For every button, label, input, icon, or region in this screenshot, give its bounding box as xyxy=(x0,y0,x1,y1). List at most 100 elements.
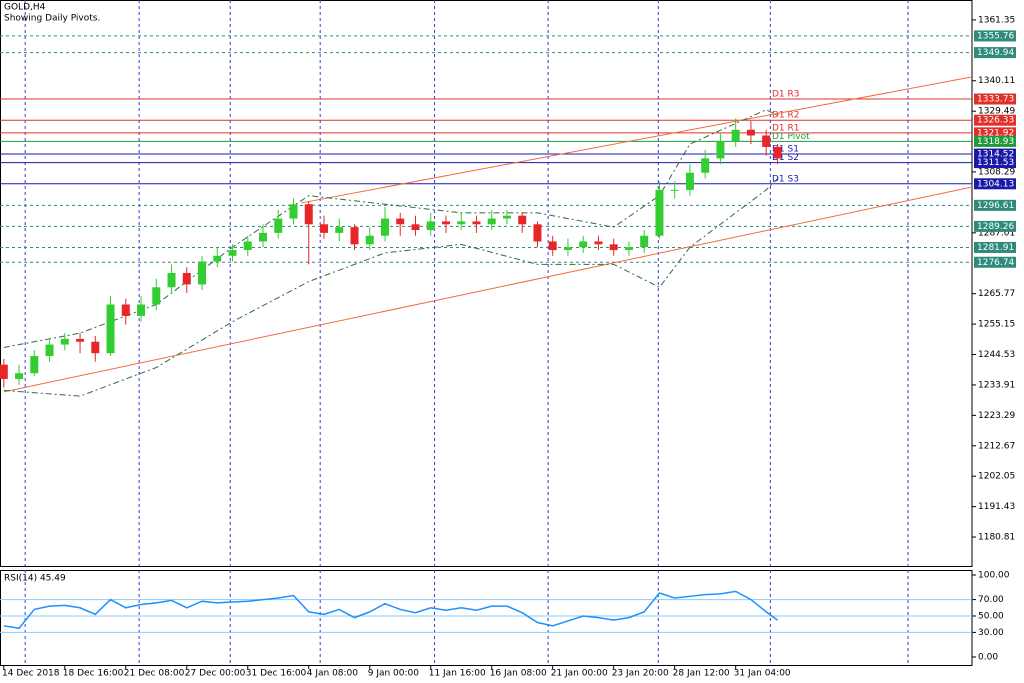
pivot-label: D1 R1 xyxy=(772,123,800,133)
candle-body xyxy=(426,221,435,231)
candle-body xyxy=(365,235,374,245)
candle-body xyxy=(396,218,405,225)
candle-body xyxy=(762,135,771,147)
level-label: 1281.91 xyxy=(977,243,1014,253)
candle-body xyxy=(380,218,389,236)
candle-body xyxy=(548,241,557,251)
candle-body xyxy=(335,227,344,233)
candle-body xyxy=(472,221,481,225)
level-box xyxy=(974,178,1016,190)
y-tick-label: 1287.01 xyxy=(978,228,1015,238)
level-box xyxy=(974,30,1016,42)
level-label: 1276.74 xyxy=(977,258,1014,268)
x-tick-label: 27 Dec 00:00 xyxy=(185,669,246,679)
y-tick-label: 1340.11 xyxy=(978,76,1015,86)
x-tick-label: 23 Jan 20:00 xyxy=(612,669,669,679)
band-line xyxy=(3,178,778,397)
level-label: 1326.33 xyxy=(977,116,1014,126)
candle-body xyxy=(213,255,222,262)
candle-body xyxy=(106,304,115,354)
candle-body xyxy=(243,241,252,251)
candle-body xyxy=(259,232,268,242)
candle-body xyxy=(457,221,466,225)
chart-title: GOLD,H4 xyxy=(4,3,46,13)
candle-body xyxy=(198,261,207,285)
y-tick-label: 1329.49 xyxy=(978,107,1015,117)
level-label: 1333.73 xyxy=(977,95,1014,105)
level-label: 1318.93 xyxy=(977,137,1014,147)
rsi-tick-label: 0.00 xyxy=(978,652,998,662)
y-tick-label: 1308.29 xyxy=(978,167,1015,177)
candle-body xyxy=(289,204,298,219)
level-box xyxy=(974,114,1016,126)
candle-body xyxy=(731,129,740,142)
candle-body xyxy=(182,272,191,285)
level-box xyxy=(974,127,1016,139)
x-tick-label: 21 Dec 08:00 xyxy=(124,669,185,679)
x-tick-label: 18 Dec 16:00 xyxy=(63,669,124,679)
candle-body xyxy=(624,247,633,251)
level-label: 1314.52 xyxy=(977,150,1014,160)
rsi-tick-label: 70.00 xyxy=(978,595,1004,605)
trend-line xyxy=(301,76,973,204)
pivot-label: D1 S3 xyxy=(772,174,799,184)
y-tick-label: 1265.77 xyxy=(978,289,1015,299)
candle-body xyxy=(579,241,588,248)
level-box xyxy=(974,241,1016,253)
level-label: 1304.13 xyxy=(977,179,1014,189)
y-tick-label: 1180.81 xyxy=(978,533,1015,543)
candle-body xyxy=(45,344,54,357)
y-tick-label: 1244.53 xyxy=(978,350,1015,360)
candle-body xyxy=(685,172,694,190)
candle-body xyxy=(121,304,130,316)
y-tick-label: 1202.05 xyxy=(978,472,1015,482)
y-tick-label: 1212.67 xyxy=(978,441,1015,451)
candle-body xyxy=(594,241,603,245)
x-tick-label: 31 Jan 04:00 xyxy=(734,669,791,679)
candle-body xyxy=(304,204,313,225)
candle-body xyxy=(487,218,496,225)
y-tick-label: 1255.15 xyxy=(978,320,1015,330)
level-box xyxy=(974,220,1016,232)
candle-body xyxy=(609,244,618,251)
level-label: 1296.61 xyxy=(977,201,1014,211)
rsi-tick-label: 100.00 xyxy=(978,571,1010,581)
candle-body xyxy=(773,146,782,159)
y-tick-label: 1191.43 xyxy=(978,502,1015,512)
pivot-label: D1 R3 xyxy=(772,90,800,100)
candle-body xyxy=(441,221,450,225)
level-box xyxy=(974,135,1016,147)
level-box xyxy=(974,93,1016,105)
rsi-frame xyxy=(0,570,973,666)
candle-body xyxy=(91,341,100,354)
candle-body xyxy=(746,129,755,136)
candle-body xyxy=(15,373,24,379)
candle-body xyxy=(228,250,237,256)
y-tick-label: 1361.35 xyxy=(978,15,1015,25)
candle-body xyxy=(30,356,39,374)
x-tick-label: 14 Dec 2018 xyxy=(2,669,60,679)
candle-body xyxy=(60,338,69,345)
candle-body xyxy=(350,227,359,245)
y-tick-label: 1223.29 xyxy=(978,411,1015,421)
pivot-label: D1 S1 xyxy=(772,145,799,155)
y-tick-label: 1233.91 xyxy=(978,380,1015,390)
candle-body xyxy=(320,224,328,233)
main-frame xyxy=(0,0,973,567)
candle-body xyxy=(655,189,664,236)
candle-body xyxy=(152,287,161,305)
candle-body xyxy=(411,224,420,231)
candle-body xyxy=(670,189,679,191)
level-box xyxy=(974,256,1016,268)
chart-subtitle: Showing Daily Pivots. xyxy=(4,14,100,24)
candle-body xyxy=(701,158,710,173)
x-tick-label: 4 Jan 08:00 xyxy=(307,669,359,679)
rsi-tick-label: 30.00 xyxy=(978,628,1004,638)
rsi-line xyxy=(3,590,779,630)
candle-body xyxy=(0,364,8,379)
x-tick-label: 11 Jan 16:00 xyxy=(429,669,486,679)
x-tick-label: 16 Jan 08:00 xyxy=(490,669,547,679)
